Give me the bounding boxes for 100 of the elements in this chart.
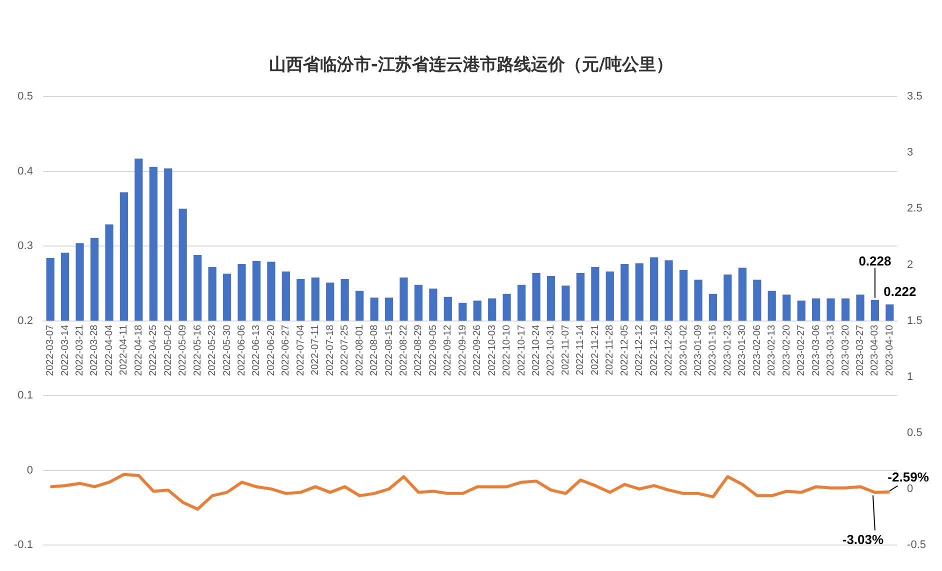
data-label: 0.228 (858, 253, 892, 268)
bar (444, 296, 452, 321)
x-tick-label: 2022-07-18 (324, 324, 336, 376)
x-tick-label: 2023-04-03 (870, 324, 881, 376)
bar (546, 276, 556, 321)
bar (164, 168, 172, 321)
x-tick-label: 2022-03-07 (45, 324, 56, 376)
x-tick-label: 2023-03-20 (840, 324, 852, 376)
bar (812, 298, 820, 321)
y-tick-label: 0.4 (18, 165, 33, 178)
x-tick-label: 2022-05-09 (178, 324, 189, 376)
bar (708, 294, 718, 321)
x-tick-label: 2023-03-13 (826, 324, 837, 376)
bar (105, 224, 114, 321)
y2-tick-label: 2.5 (907, 202, 922, 215)
bar (311, 277, 320, 321)
bar (208, 266, 216, 321)
bar (620, 264, 629, 321)
y2-tick-label: 3 (907, 146, 914, 159)
x-tick-label: 2023-01-16 (708, 324, 719, 376)
x-tick-label: 2023-01-09 (693, 324, 704, 376)
x-tick-label: 2023-02-27 (796, 324, 808, 376)
data-label: -2.59% (888, 469, 930, 484)
x-tick-label: 2023-02-06 (752, 324, 763, 376)
y-tick-label: 0.3 (18, 240, 33, 252)
x-tick-label: 2023-01-02 (678, 324, 690, 376)
bar (591, 266, 600, 321)
bar (650, 257, 658, 321)
x-tick-label: 2022-05-02 (162, 324, 174, 376)
x-tick-label: 2022-08-08 (369, 324, 380, 376)
data-label: 0.222 (884, 284, 916, 299)
bar (724, 274, 732, 321)
y2-tick-label: 0.5 (907, 426, 922, 439)
x-tick-label: 2022-04-18 (133, 324, 144, 376)
x-tick-label: 2022-04-04 (104, 324, 115, 376)
x-tick-label: 2022-08-01 (354, 324, 366, 376)
bar (870, 300, 880, 321)
bar (458, 302, 467, 321)
x-tick-label: 2022-05-23 (207, 324, 218, 376)
bar (76, 243, 84, 321)
bar (120, 192, 128, 321)
x-tick-label: 2022-08-15 (384, 324, 395, 376)
x-tick-label: 2023-02-13 (766, 324, 778, 376)
bar (768, 290, 776, 321)
x-tick-label: 2023-01-23 (722, 324, 734, 376)
y-tick-label: 0 (26, 464, 33, 476)
bar (797, 300, 806, 321)
bar (296, 278, 305, 321)
bar (856, 294, 864, 321)
x-tick-label: 2022-11-28 (604, 324, 616, 376)
y2-tick-label: 1.5 (907, 314, 922, 327)
x-tick-label: 2022-10-31 (546, 324, 557, 376)
bar (532, 272, 540, 321)
bar (679, 270, 688, 321)
bar (753, 280, 762, 321)
y-tick-label: -0.1 (14, 539, 33, 552)
x-tick-label: 2022-11-14 (575, 324, 586, 376)
x-tick-label: 2022-06-27 (280, 324, 292, 376)
x-tick-label: 2022-08-29 (413, 324, 424, 376)
x-tick-label: 2022-03-21 (74, 324, 86, 376)
y2-tick-label: -0.5 (907, 539, 926, 552)
bar (267, 262, 276, 321)
y2-tick-label: 1 (907, 370, 914, 383)
x-tick-label: 2022-12-12 (634, 324, 646, 376)
bar (370, 298, 378, 321)
x-tick-label: 2022-09-19 (457, 324, 468, 376)
x-tick-label: 2022-10-03 (486, 324, 498, 376)
bar (886, 304, 894, 321)
x-tick-label: 2022-06-13 (251, 324, 262, 376)
x-tick-label: 2022-07-25 (340, 324, 351, 376)
bar (400, 277, 408, 321)
bar (282, 271, 290, 321)
x-tick-label: 2022-07-04 (295, 324, 306, 376)
x-tick-label: 2022-03-14 (60, 324, 71, 376)
x-tick-label: 2022-06-06 (236, 324, 248, 376)
bar (738, 268, 746, 321)
bar (635, 263, 644, 321)
x-tick-label: 2022-09-05 (428, 324, 439, 376)
bar (562, 286, 570, 321)
bar (664, 260, 673, 321)
x-tick-label: 2023-03-06 (810, 324, 822, 376)
y-tick-label: 0.5 (18, 90, 33, 103)
bar (384, 298, 394, 321)
x-tick-label: 2022-11-21 (590, 324, 601, 376)
bar (222, 274, 232, 321)
x-tick-label: 2023-04-10 (884, 324, 896, 376)
bar (414, 284, 423, 321)
bar (429, 288, 438, 321)
y-tick-label: 0.2 (18, 314, 33, 327)
bar (149, 166, 158, 321)
bar (841, 298, 850, 321)
bar (517, 284, 526, 321)
bar (326, 282, 334, 321)
x-tick-label: 2022-03-28 (89, 324, 100, 376)
x-tick-label: 2022-07-11 (310, 324, 322, 376)
bar (238, 264, 246, 321)
x-tick-label: 2022-08-22 (398, 324, 410, 376)
chart-title: 山西省临汾市-江苏省连云港市路线运价（元/吨公里） (268, 54, 674, 76)
bar (90, 238, 99, 321)
x-tick-label: 2022-12-05 (619, 324, 630, 376)
